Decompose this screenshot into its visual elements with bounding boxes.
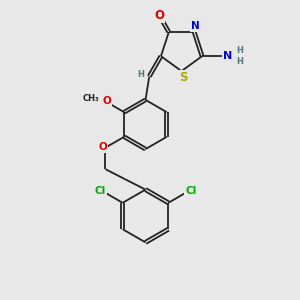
Text: H: H <box>137 70 144 79</box>
Text: Cl: Cl <box>185 185 196 196</box>
Text: S: S <box>179 70 187 84</box>
Text: N: N <box>191 21 200 31</box>
Text: N: N <box>223 51 232 61</box>
Text: H: H <box>237 57 244 66</box>
Text: O: O <box>99 142 107 152</box>
Text: CH₃: CH₃ <box>83 94 100 103</box>
Text: H: H <box>237 46 244 55</box>
Text: O: O <box>154 9 164 22</box>
Text: Cl: Cl <box>95 185 106 196</box>
Text: O: O <box>103 96 112 106</box>
